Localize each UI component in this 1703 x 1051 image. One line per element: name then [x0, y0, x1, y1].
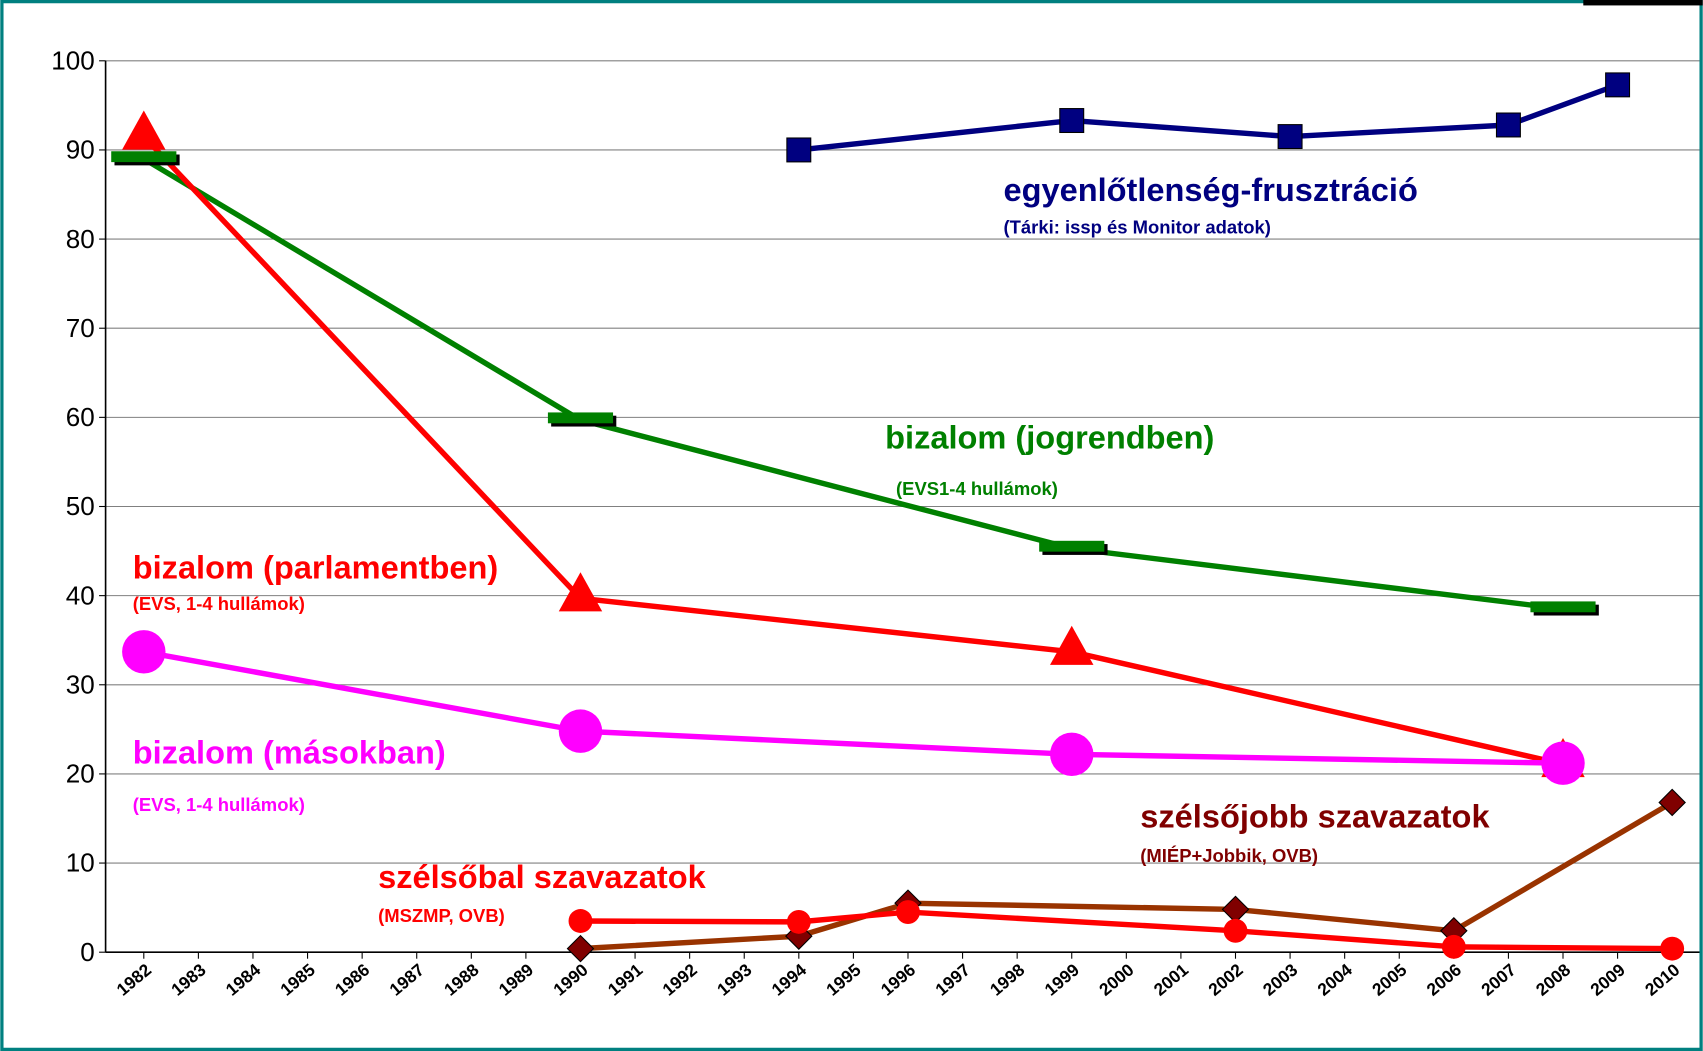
y-tick-label: 0: [80, 937, 95, 967]
series-source: (Tárki: issp és Monitor adatok): [1004, 216, 1271, 237]
marker: [1541, 741, 1585, 785]
y-tick-label: 20: [66, 759, 95, 789]
marker: [1223, 918, 1248, 943]
y-tick-label: 40: [66, 580, 95, 610]
marker: [1059, 108, 1085, 134]
marker: [122, 110, 166, 150]
marker: [547, 412, 614, 424]
marker: [568, 909, 593, 933]
y-tick-label: 80: [66, 224, 95, 254]
series-source: (MSZMP, OVB): [378, 905, 505, 926]
marker: [1039, 540, 1105, 552]
marker: [122, 630, 166, 674]
marker: [1495, 112, 1521, 138]
series-label: szélsőjobb szavazatok: [1140, 798, 1490, 834]
marker: [1660, 936, 1685, 961]
series-label: szélsőbal szavazatok: [378, 859, 706, 895]
y-tick-label: 60: [66, 402, 95, 432]
series-line: [580, 800, 1674, 952]
marker: [1605, 72, 1631, 98]
y-tick-label: 100: [51, 45, 94, 75]
series-label: bizalom (parlamentben): [133, 550, 498, 586]
series-line: [141, 134, 1564, 767]
y-tick-label: 90: [66, 135, 95, 165]
marker: [558, 572, 603, 612]
marker: [1050, 625, 1094, 665]
series-line: [580, 909, 1673, 952]
marker: [558, 709, 603, 753]
marker: [1050, 732, 1094, 777]
series-source: (EVS, 1-4 hullámok): [133, 794, 305, 815]
marker: [1658, 788, 1686, 817]
marker: [111, 151, 177, 163]
series-source: (EVS, 1-4 hullámok): [133, 593, 305, 614]
marker: [786, 909, 811, 934]
series-label: egyenlőtlenség-frusztráció: [1004, 172, 1418, 208]
y-tick-label: 10: [66, 848, 95, 878]
corner-bar: [1583, 0, 1703, 6]
y-tick-label: 30: [66, 669, 95, 699]
marker: [1277, 124, 1303, 150]
marker: [896, 900, 920, 925]
series-source: (MIÉP+Jobbik, OVB): [1140, 845, 1318, 866]
series-source: (EVS1-4 hullámok): [896, 478, 1058, 499]
marker: [786, 137, 812, 163]
y-tick-label: 70: [66, 313, 95, 343]
marker: [1530, 601, 1596, 613]
marker: [566, 934, 595, 963]
y-tick-label: 50: [66, 491, 95, 521]
marker: [1441, 934, 1466, 959]
series-line: [142, 156, 1564, 612]
series-label: bizalom (jogrendben): [885, 419, 1214, 455]
series-label: bizalom (másokban): [133, 734, 446, 770]
series-line: [143, 649, 1564, 766]
